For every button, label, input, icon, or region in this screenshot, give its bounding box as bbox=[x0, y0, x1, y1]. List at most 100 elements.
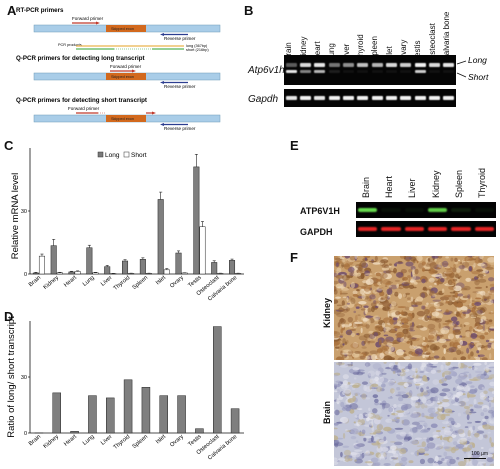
tissue-cell bbox=[363, 305, 369, 309]
tissue-cell bbox=[449, 437, 453, 443]
tissue-cell bbox=[439, 429, 447, 436]
tissue-cell bbox=[368, 330, 374, 334]
tissue-cell bbox=[416, 310, 426, 317]
band-markers: Long Short bbox=[456, 55, 489, 82]
tissue-cell bbox=[377, 400, 382, 403]
tissue-cell bbox=[443, 451, 448, 457]
tissue-cell bbox=[360, 327, 363, 334]
tissue-cell bbox=[354, 314, 358, 322]
tissue-cell bbox=[370, 383, 379, 388]
tissue-cell bbox=[471, 365, 475, 371]
tissue-cell bbox=[435, 447, 441, 450]
tissue-cell bbox=[394, 291, 399, 297]
tissue-cell bbox=[474, 309, 483, 316]
x-tick-label: Brain bbox=[28, 275, 42, 288]
tissue-cell bbox=[463, 322, 470, 326]
tissue-cell bbox=[469, 411, 477, 414]
tissue-cell bbox=[438, 261, 444, 269]
band-long bbox=[357, 63, 369, 67]
tissue-cell bbox=[456, 267, 461, 273]
panel-letter-d: D bbox=[4, 309, 14, 324]
band-atp6v1h bbox=[404, 208, 424, 212]
band-long bbox=[414, 63, 426, 67]
tissue-cell bbox=[364, 309, 368, 315]
bar-short bbox=[145, 273, 152, 275]
tissue-cell bbox=[364, 461, 373, 464]
tissue-cell bbox=[485, 285, 488, 289]
reverse-primer-label: Reverse primer bbox=[164, 36, 196, 41]
tissue-cell bbox=[442, 323, 449, 325]
tissue-cell bbox=[462, 261, 470, 268]
tissue-cell bbox=[490, 299, 494, 304]
band-atp6v1h bbox=[428, 208, 448, 212]
gene-label-gapdh: Gapdh bbox=[248, 94, 279, 105]
skipped-exon bbox=[106, 73, 146, 80]
legend-label-long: Long bbox=[105, 152, 120, 159]
tissue-cell bbox=[446, 392, 454, 399]
tissue-cell bbox=[385, 294, 388, 299]
tissue-cell bbox=[423, 453, 430, 456]
tissue-cell bbox=[471, 270, 481, 275]
tissue-cell bbox=[474, 302, 482, 306]
panel-letter-b: B bbox=[244, 3, 254, 18]
tissue-cell bbox=[387, 280, 391, 283]
tissue-cell bbox=[421, 342, 427, 346]
tissue-cell bbox=[390, 346, 396, 353]
tissue-cell bbox=[457, 293, 464, 297]
tissue-cell bbox=[476, 350, 480, 354]
band-short bbox=[314, 70, 326, 73]
tissue-cell bbox=[334, 427, 338, 430]
tissue-cell bbox=[338, 307, 345, 313]
tissue-cell bbox=[408, 431, 413, 437]
tissue-cell bbox=[484, 331, 489, 336]
tissue-cell bbox=[395, 310, 401, 316]
tissue-cell bbox=[410, 452, 414, 455]
tissue-cell bbox=[402, 276, 409, 281]
tissue-cell bbox=[438, 404, 443, 410]
tissue-cell bbox=[362, 317, 369, 322]
tissue-cell bbox=[464, 426, 469, 428]
tissue-cell bbox=[427, 258, 431, 262]
tissue-cell bbox=[470, 408, 474, 412]
tissue-cell bbox=[364, 338, 371, 343]
tissue-cell bbox=[388, 329, 391, 332]
tissue-cell bbox=[474, 420, 482, 423]
tissue-cell bbox=[434, 292, 441, 296]
tissue-cell bbox=[471, 459, 479, 466]
tissue-cell bbox=[468, 378, 478, 382]
skipped-exon-label: Skipped exon bbox=[111, 75, 134, 79]
tissue-cell bbox=[408, 256, 413, 260]
tissue-cell bbox=[347, 316, 354, 323]
tissue-cell bbox=[483, 345, 488, 351]
tissue-cell bbox=[468, 427, 474, 434]
ihc-image-kidney bbox=[334, 256, 494, 360]
tissue-cell bbox=[334, 336, 340, 338]
tissue-cell bbox=[426, 315, 432, 318]
tissue-cell bbox=[368, 411, 372, 419]
tissue-cell bbox=[434, 444, 443, 449]
tissue-cell bbox=[446, 412, 454, 414]
tissue-cell bbox=[369, 350, 379, 355]
tissue-cell bbox=[489, 326, 494, 329]
tissue-cell bbox=[424, 405, 428, 409]
tissue-cell bbox=[385, 452, 388, 456]
lane-label: Spleen bbox=[454, 169, 464, 198]
tissue-cell bbox=[344, 341, 348, 345]
tissue-cell bbox=[480, 412, 485, 417]
tissue-cell bbox=[387, 396, 394, 400]
tissue-cell bbox=[386, 342, 393, 346]
tissue-cell bbox=[338, 318, 346, 325]
tissue-cell bbox=[334, 442, 344, 447]
tissue-cell bbox=[474, 286, 483, 289]
tissue-cell bbox=[477, 354, 485, 357]
tissue-cell bbox=[467, 421, 473, 424]
tissue-cell bbox=[389, 388, 395, 394]
skipped-exon-label: Skipped exon bbox=[111, 117, 134, 121]
tissue-cell bbox=[353, 444, 361, 449]
tissue-cell bbox=[453, 285, 462, 292]
tissue-cell bbox=[346, 297, 349, 302]
tissue-cell bbox=[379, 376, 385, 383]
ihc-image-brain: 100 µm bbox=[334, 362, 494, 466]
tissue-cell bbox=[374, 436, 380, 442]
tissue-cell bbox=[340, 401, 345, 408]
